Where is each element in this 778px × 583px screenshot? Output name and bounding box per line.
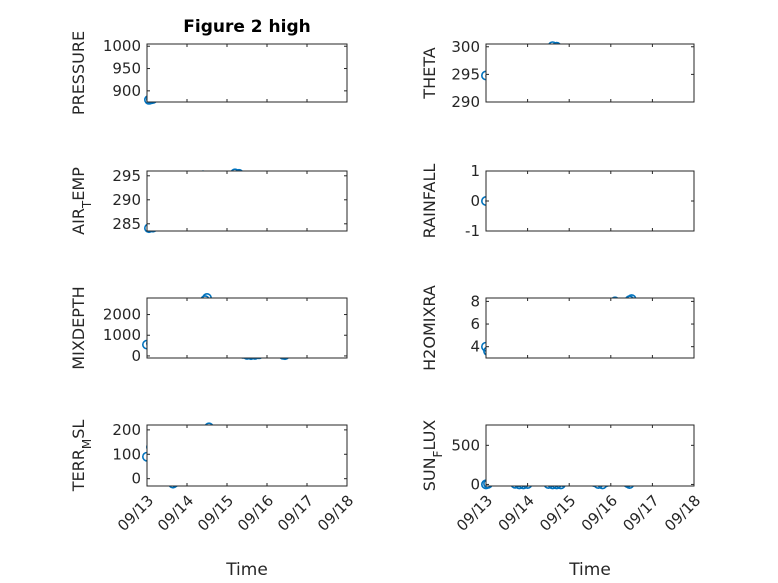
y-tick-label: 6 <box>470 315 480 333</box>
y-tick-label: 295 <box>112 167 141 185</box>
y-tick-label: 285 <box>112 215 141 233</box>
y-tick-label: 2000 <box>103 306 141 324</box>
y-tick-label: 100 <box>112 445 141 463</box>
y-axis-label: THETA <box>420 47 439 99</box>
y-tick-label: 0 <box>131 470 141 488</box>
y-tick-label: 4 <box>470 338 480 356</box>
y-tick-label: 0 <box>131 347 141 365</box>
axes-frame <box>146 43 348 103</box>
y-tick-label: 500 <box>451 436 480 454</box>
y-tick-label: 8 <box>470 292 480 310</box>
y-tick-label: 0 <box>470 192 480 210</box>
y-axis-label: TERRMSL <box>69 420 94 493</box>
axes-frame <box>146 424 348 487</box>
y-axis-label: SUNFLUX <box>420 420 445 492</box>
subplot-6: 8 6 4 H2OMIXRA <box>420 285 695 371</box>
y-tick-label: 0 <box>470 475 480 493</box>
subplot-2: 300 295 290 THETA <box>420 38 695 111</box>
x-axis-label: Time <box>225 560 268 580</box>
subplot-1: 1000 950 900 PRESSURE Figure 2 high <box>69 17 348 115</box>
subplot-5: 2000 1000 0 MIXDEPTH <box>69 286 348 370</box>
axes-frame <box>485 43 695 103</box>
y-tick-label: 950 <box>112 60 141 78</box>
y-tick-label: 1000 <box>103 326 141 344</box>
y-tick-label: 1 <box>470 162 480 180</box>
y-tick-label: 900 <box>112 82 141 100</box>
y-axis-label: MIXDEPTH <box>69 286 88 369</box>
subplot-7: 200100009/1309/1409/1509/1609/1709/18Tim… <box>69 420 357 580</box>
chart-title: Figure 2 high <box>183 17 311 37</box>
y-tick-label: 295 <box>451 65 480 83</box>
y-tick-label: 200 <box>112 421 141 439</box>
x-axis-label: Time <box>568 560 611 580</box>
y-axis-label: AIRTEMP <box>69 167 94 235</box>
axes-frame <box>146 297 348 359</box>
y-tick-label: -1 <box>465 222 480 240</box>
axes-frame <box>485 424 695 487</box>
axes-frame <box>146 170 348 232</box>
axes-frame <box>485 297 695 359</box>
y-tick-label: 1000 <box>103 37 141 55</box>
y-axis-label: PRESSURE <box>69 31 88 115</box>
y-axis-label: H2OMIXRA <box>420 285 439 371</box>
axes-frame <box>485 170 695 232</box>
subplot-4: 1 0 -1 RAINFALL <box>420 162 695 240</box>
y-tick-label: 290 <box>451 93 480 111</box>
subplot-3: 295 290 285 AIRTEMP <box>69 167 348 235</box>
y-tick-label: 300 <box>451 38 480 56</box>
y-tick-label: 290 <box>112 191 141 209</box>
y-axis-label: RAINFALL <box>420 164 439 239</box>
